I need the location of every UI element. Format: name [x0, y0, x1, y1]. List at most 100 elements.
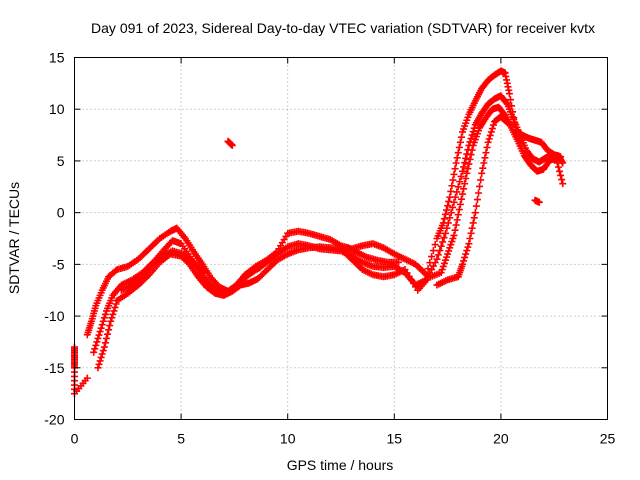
data-point — [445, 197, 453, 205]
data-point — [460, 163, 468, 171]
x-tick-label: 0 — [71, 431, 79, 447]
data-point — [96, 357, 104, 365]
data-point — [477, 176, 485, 184]
data-point — [556, 167, 564, 175]
data-point — [502, 118, 510, 126]
data-point — [463, 169, 471, 177]
data-point — [106, 322, 114, 330]
grid — [74, 57, 608, 420]
y-tick-label: 10 — [49, 101, 65, 117]
y-tick-label: -10 — [44, 308, 64, 324]
data-point — [450, 231, 458, 239]
data-point — [441, 229, 449, 237]
data-point — [444, 202, 452, 210]
y-tick-label: -5 — [52, 256, 65, 272]
data-point — [473, 196, 481, 204]
data-point — [452, 221, 460, 229]
y-tick-labels: -20 -15 -10 -5 0 5 10 15 — [44, 50, 64, 428]
data-point — [428, 253, 436, 261]
data-point — [465, 160, 473, 168]
x-tick-labels: 0 5 10 15 20 25 — [71, 431, 616, 447]
data-point — [475, 189, 483, 197]
data-point — [109, 310, 117, 318]
data-points — [71, 67, 567, 398]
data-point — [457, 195, 465, 203]
data-point — [102, 334, 110, 342]
data-point — [455, 143, 463, 151]
data-point — [454, 211, 462, 219]
x-tick-label: 15 — [387, 431, 403, 447]
data-point — [448, 182, 456, 190]
data-point — [476, 182, 484, 190]
y-tick-label: 15 — [49, 50, 65, 66]
data-point — [91, 345, 99, 353]
data-point — [105, 326, 113, 334]
data-point — [95, 331, 103, 339]
data-point — [472, 202, 480, 210]
y-tick-label: -20 — [44, 412, 64, 428]
data-point — [98, 350, 106, 358]
data-point — [464, 243, 472, 251]
data-point — [464, 165, 472, 173]
data-point — [451, 226, 459, 234]
data-point — [480, 159, 488, 167]
data-point — [267, 255, 275, 263]
data-point — [466, 155, 474, 163]
data-point — [83, 374, 91, 382]
data-point — [468, 131, 476, 139]
data-point — [467, 135, 475, 143]
data-point — [503, 119, 511, 127]
series-track-b — [90, 92, 567, 356]
data-point — [446, 214, 454, 222]
data-point — [99, 347, 107, 355]
data-point — [557, 171, 565, 179]
x-tick-label: 10 — [280, 431, 296, 447]
data-point — [455, 206, 463, 214]
data-point — [107, 317, 115, 325]
data-point — [552, 155, 560, 163]
data-point — [439, 238, 447, 246]
data-point — [90, 348, 98, 356]
data-point — [95, 360, 103, 368]
data-point — [457, 133, 465, 141]
data-point — [483, 143, 491, 151]
data-point — [471, 209, 479, 217]
data-point — [454, 149, 462, 157]
data-point — [484, 138, 492, 146]
data-point — [451, 165, 459, 173]
data-point — [554, 163, 562, 171]
chart-title: Day 091 of 2023, Sidereal Day-to-day VTE… — [91, 20, 595, 36]
x-tick-label: 20 — [493, 431, 509, 447]
data-point — [453, 154, 461, 162]
plot-frame — [74, 57, 608, 420]
data-point — [450, 198, 458, 206]
data-point — [558, 176, 566, 184]
data-point — [466, 235, 474, 242]
data-point — [505, 90, 513, 98]
data-point — [481, 154, 489, 162]
data-point — [451, 193, 459, 201]
data-point — [487, 128, 495, 136]
data-point — [440, 215, 448, 223]
data-point — [98, 321, 106, 329]
y-tick-label: 5 — [57, 153, 65, 169]
series-track-d — [117, 112, 511, 294]
data-point — [459, 167, 467, 175]
data-point — [459, 190, 467, 198]
data-point — [469, 219, 477, 227]
data-point — [96, 328, 104, 336]
data-point — [111, 303, 119, 311]
data-point — [485, 135, 493, 143]
data-point — [443, 224, 451, 232]
data-point — [447, 209, 455, 217]
data-point — [454, 183, 462, 191]
data-point — [100, 314, 108, 322]
data-point — [553, 159, 561, 167]
data-point — [447, 187, 455, 195]
data-point — [101, 339, 109, 347]
data-point — [452, 159, 460, 167]
data-point — [449, 176, 457, 184]
data-point — [459, 260, 467, 268]
data-point — [449, 203, 457, 211]
data-point — [97, 324, 105, 332]
